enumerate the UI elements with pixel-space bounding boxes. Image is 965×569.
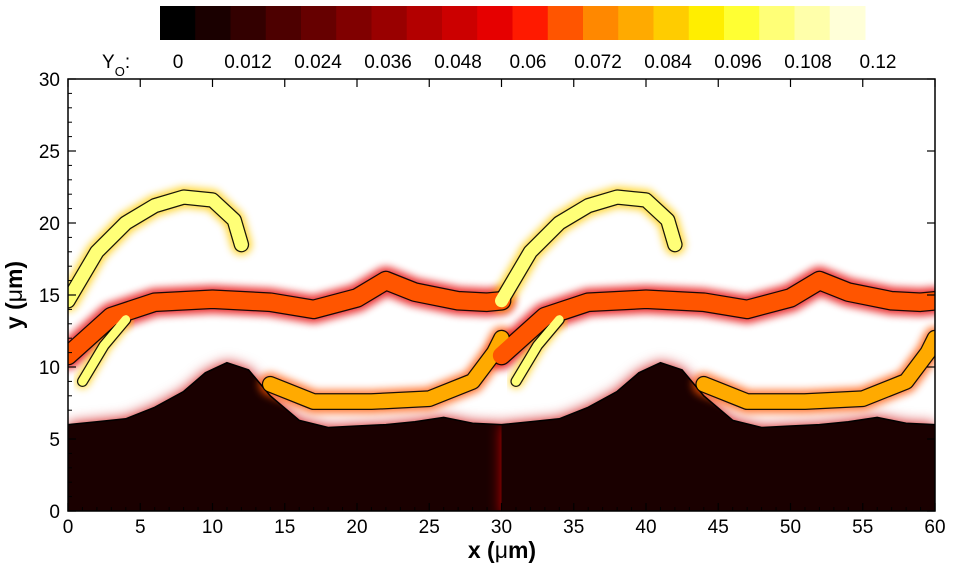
y-tick-label: 0: [49, 502, 60, 523]
y-axis: 0 5 10 15 20 25 30: [39, 70, 935, 523]
y-tick-label: 15: [39, 286, 60, 307]
colorbar-cell: [794, 6, 831, 40]
y-tick-label: 5: [49, 430, 60, 451]
colorbar-tick-label: 0.12: [860, 52, 897, 73]
x-tick-label: 40: [635, 517, 656, 538]
lower-layer: [68, 362, 502, 511]
colorbar-cell: [195, 6, 231, 40]
colorbar-cell: [160, 6, 196, 40]
x-tick-label: 50: [780, 517, 801, 538]
colorbar-tick-label: 0.06: [510, 52, 547, 73]
colorbar-variable-label: YO:: [102, 52, 130, 79]
contour-line: [68, 361, 502, 429]
x-tick-label: 0: [63, 517, 74, 538]
band-finger-fill: [68, 190, 248, 308]
colorbar-cell: [759, 6, 795, 40]
colorbar-tick-label: 0.024: [294, 52, 342, 73]
x-tick-label: 35: [563, 517, 584, 538]
colorbar-cell: [336, 6, 372, 40]
colorbar-cell: [688, 6, 725, 40]
y-tick-label: 30: [39, 70, 60, 91]
colorbar-tick-label: 0.096: [714, 52, 762, 73]
colorbar: YO: 0 0.012 0.024 0.036 0.048 0.06 0.072 0.084 0…: [102, 6, 896, 79]
colorbar-cell: [724, 6, 760, 40]
x-tick-label: 55: [852, 517, 873, 538]
y-tick-label: 20: [39, 214, 60, 235]
x-tick-label: 10: [202, 517, 223, 538]
colorbar-tick-labels: 0 0.012 0.024 0.036 0.048 0.06 0.072 0.084 0.096…: [173, 52, 897, 73]
y-tick-label: 10: [39, 358, 60, 379]
colorbar-cells: [160, 6, 866, 40]
lower-layer: [501, 362, 935, 511]
x-tick-label: 45: [708, 517, 729, 538]
colorbar-cell: [618, 6, 654, 40]
colorbar-tick-label: 0.072: [574, 52, 622, 73]
colorbar-tick-label: 0: [173, 52, 184, 73]
band-lower-fill: [696, 331, 935, 409]
colorbar-tick-label: 0.108: [784, 52, 832, 73]
x-tick-label: 15: [274, 517, 295, 538]
contour-line: [501, 361, 935, 429]
colorbar-cell: [653, 6, 690, 40]
y-tick-label: 25: [39, 142, 60, 163]
colorbar-tick-label: 0.036: [364, 52, 412, 73]
y-axis-label: y (μm): [1, 261, 27, 329]
colorbar-cell: [406, 6, 443, 40]
colorbar-cell: [583, 6, 619, 40]
colorbar-cell: [829, 6, 866, 40]
colorbar-cell: [442, 6, 478, 40]
colorbar-tick-label: 0.048: [434, 52, 482, 73]
band-finger-fill: [495, 190, 682, 308]
x-tick-label: 60: [924, 517, 945, 538]
x-tick-label: 20: [346, 517, 367, 538]
colorbar-cell: [477, 6, 513, 40]
colorbar-tick-label: 0.084: [644, 52, 692, 73]
x-tick-label: 5: [135, 517, 146, 538]
contour-lines: [68, 189, 935, 429]
x-tick-label: 30: [491, 517, 512, 538]
plot-area: [67, 78, 936, 512]
band-upper-fill: [68, 271, 511, 365]
colorbar-cell: [301, 6, 337, 40]
band-blob-fill: [78, 315, 131, 386]
band-blob-fill: [511, 315, 564, 386]
x-axis-label: x (μm): [468, 537, 536, 563]
x-tick-label: 25: [419, 517, 440, 538]
band-upper-fill: [492, 271, 935, 365]
colorbar-cell: [371, 6, 408, 40]
colorbar-cell: [547, 6, 584, 40]
colorbar-cell: [265, 6, 302, 40]
colorbar-cell: [512, 6, 549, 40]
x-axis: 0 5 10 15 20 25 30 35 40 45 50 55 60: [63, 79, 946, 538]
colorbar-cell: [230, 6, 267, 40]
colorbar-tick-label: 0.012: [224, 52, 272, 73]
